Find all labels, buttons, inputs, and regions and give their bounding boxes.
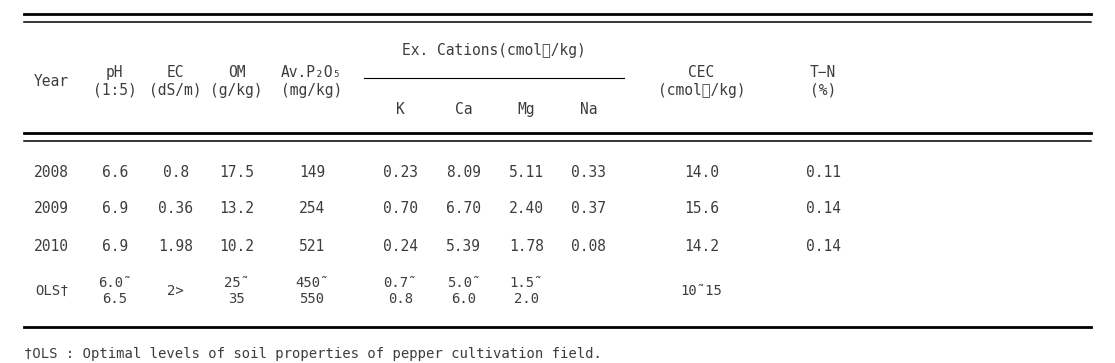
Text: 0.08: 0.08 bbox=[571, 239, 605, 254]
Text: 17.5: 17.5 bbox=[219, 165, 254, 180]
Text: Mg: Mg bbox=[517, 102, 535, 117]
Text: 5.11: 5.11 bbox=[510, 165, 544, 180]
Text: 0.11: 0.11 bbox=[806, 165, 841, 180]
Text: 254: 254 bbox=[299, 201, 324, 216]
Text: 6.70: 6.70 bbox=[446, 201, 481, 216]
Text: 14.0: 14.0 bbox=[683, 165, 719, 180]
Text: T−N
(%): T−N (%) bbox=[809, 65, 836, 98]
Text: 6.6: 6.6 bbox=[101, 165, 128, 180]
Text: CEC
(cmol⁣/kg): CEC (cmol⁣/kg) bbox=[658, 65, 745, 98]
Text: 0.23: 0.23 bbox=[382, 165, 418, 180]
Text: Year: Year bbox=[35, 74, 69, 89]
Text: OLS†: OLS† bbox=[35, 284, 68, 298]
Text: 149: 149 bbox=[299, 165, 324, 180]
Text: 0.37: 0.37 bbox=[571, 201, 605, 216]
Text: 25˜
35: 25˜ 35 bbox=[224, 276, 249, 306]
Text: 6.0˜
6.5: 6.0˜ 6.5 bbox=[98, 276, 132, 306]
Text: 0.24: 0.24 bbox=[382, 239, 418, 254]
Text: 10.2: 10.2 bbox=[219, 239, 254, 254]
Text: 2.40: 2.40 bbox=[510, 201, 544, 216]
Text: Av.P₂O₅
(mg/kg): Av.P₂O₅ (mg/kg) bbox=[281, 65, 342, 98]
Text: 6.9: 6.9 bbox=[101, 201, 128, 216]
Text: EC
(dS/m): EC (dS/m) bbox=[149, 65, 202, 98]
Text: Ex. Cations(cmol⁣/kg): Ex. Cations(cmol⁣/kg) bbox=[403, 43, 585, 58]
Text: 0.33: 0.33 bbox=[571, 165, 605, 180]
Text: 521: 521 bbox=[299, 239, 324, 254]
Text: K: K bbox=[396, 102, 405, 117]
Text: 450˜
550: 450˜ 550 bbox=[295, 276, 329, 306]
Text: OM
(g/kg): OM (g/kg) bbox=[211, 65, 263, 98]
Text: 2009: 2009 bbox=[35, 201, 69, 216]
Text: 13.2: 13.2 bbox=[219, 201, 254, 216]
Text: 5.39: 5.39 bbox=[446, 239, 481, 254]
Text: 1.98: 1.98 bbox=[158, 239, 193, 254]
Text: 0.70: 0.70 bbox=[382, 201, 418, 216]
Text: 0.14: 0.14 bbox=[806, 201, 841, 216]
Text: †OLS : Optimal levels of soil properties of pepper cultivation field.: †OLS : Optimal levels of soil properties… bbox=[25, 347, 602, 361]
Text: Ca: Ca bbox=[455, 102, 472, 117]
Text: 14.2: 14.2 bbox=[683, 239, 719, 254]
Text: 10˜15: 10˜15 bbox=[680, 284, 723, 298]
Text: 2>: 2> bbox=[167, 284, 184, 298]
Text: 1.5˜
2.0: 1.5˜ 2.0 bbox=[510, 276, 543, 306]
Text: 0.14: 0.14 bbox=[806, 239, 841, 254]
Text: 2008: 2008 bbox=[35, 165, 69, 180]
Text: 8.09: 8.09 bbox=[446, 165, 481, 180]
Text: 0.7˜
0.8: 0.7˜ 0.8 bbox=[384, 276, 417, 306]
Text: 5.0˜
6.0: 5.0˜ 6.0 bbox=[447, 276, 481, 306]
Text: Na: Na bbox=[580, 102, 598, 117]
Text: 0.36: 0.36 bbox=[158, 201, 193, 216]
Text: 2010: 2010 bbox=[35, 239, 69, 254]
Text: 0.8: 0.8 bbox=[163, 165, 188, 180]
Text: pH
(1:5): pH (1:5) bbox=[93, 65, 137, 98]
Text: 15.6: 15.6 bbox=[683, 201, 719, 216]
Text: 1.78: 1.78 bbox=[510, 239, 544, 254]
Text: 6.9: 6.9 bbox=[101, 239, 128, 254]
